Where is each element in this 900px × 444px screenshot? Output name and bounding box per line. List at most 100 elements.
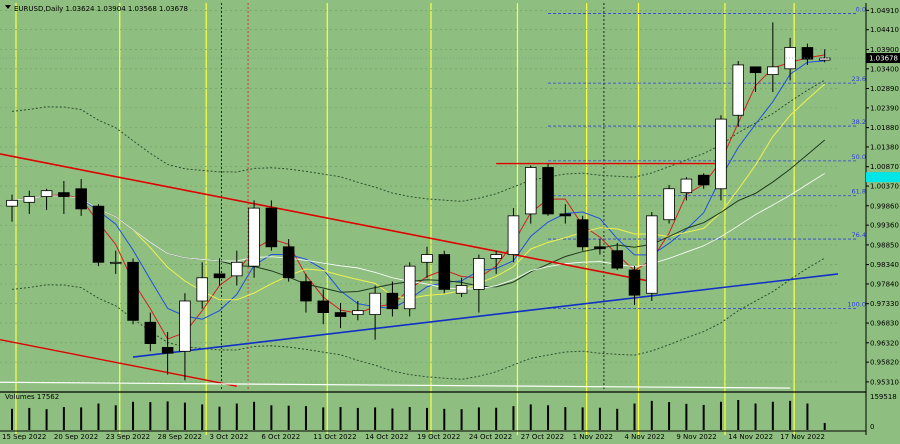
candle-body [697,174,710,186]
candle-body [559,213,572,217]
candle-body [75,188,87,210]
price-tick-label: 1.00370 [870,183,899,191]
price-tick-label: 0.98850 [870,241,899,249]
fib-level-label: 50.0 [852,153,866,161]
descending-channel-line [0,339,237,387]
date-tick-label: 11 Oct 2022 [313,433,356,440]
price-tick-label: 0.98340 [870,261,899,269]
candle-body [369,292,381,315]
date-tick-label: 23 Sep 2022 [106,433,150,440]
date-tick-label: 17 Nov 2022 [780,433,825,440]
price-tick-label: 0.95820 [870,359,899,367]
date-tick-label: 27 Oct 2022 [521,433,564,440]
candle-body [23,196,36,203]
bid-ask-marker [866,172,900,183]
candle-body [179,300,191,352]
candle-body [196,277,208,302]
fib-level-label: 76.4 [852,231,866,239]
candle-body [282,246,295,279]
candle-body [628,269,641,296]
candle-body [6,199,18,207]
price-axis: 1.04910 1.04410 1.03900 1.03400 1.02890 1.023… [0,3,900,435]
candle-body [231,261,243,277]
candle-body [92,205,105,263]
candle-body [352,310,364,315]
date-tick-label: 24 Oct 2022 [469,433,512,440]
price-tick-label: 1.03900 [870,46,899,54]
candle-body [818,57,831,61]
date-tick-label: 15 Sep 2022 [2,433,46,440]
date-tick-label: 6 Oct 2022 [261,433,300,440]
current-price-label: 1.03678 [869,55,898,63]
candle-body [109,261,122,264]
price-tick-label: 1.02890 [870,85,899,93]
candle-body [58,192,70,197]
candle-body [317,300,330,313]
price-tick-label: 1.03400 [870,65,899,73]
ascending-trendline [132,273,839,358]
ma-8-line [11,83,826,301]
current-price-box [866,53,900,64]
price-tick-label: 0.96830 [870,320,899,328]
date-axis: 15 Sep 2022 20 Sep 2022 23 Sep 2022 28 Sep … [0,430,866,441]
candle-body [334,312,347,317]
fib-level-label: 38.2 [852,118,866,126]
volume-scale-min: 0 [870,423,874,431]
baseline-line [0,381,791,389]
price-tick-label: 1.02390 [870,104,899,112]
candle-body [611,250,623,269]
candle-body [403,265,416,310]
symbol-info: EURUSD,Daily 1.03624 1.03904 1.03568 1.0… [14,5,188,13]
price-tick-label: 1.04910 [870,7,899,15]
candle-body [213,273,226,279]
candle-body [749,66,762,74]
fib-level-label: 61.8 [852,188,866,196]
candle-body [40,190,53,197]
candle-body [646,215,658,294]
candles [6,22,831,381]
ma-5-line [11,60,825,320]
price-tick-label: 0.97840 [870,280,899,288]
candle-body [732,64,745,116]
fib-level-label: 0.0 [856,5,866,13]
candle-body [801,47,814,60]
candle-body [127,261,139,321]
price-tick-label: 1.01880 [870,124,899,132]
bollinger-upper [11,79,825,202]
volume-label: Volumes 17562 [5,393,59,401]
volume-bars: 159518 0 [0,391,897,431]
dropdown-triangle-icon[interactable] [5,5,11,9]
candle-body [680,178,693,194]
price-tick-label: 1.04410 [870,26,899,34]
price-tick-label: 0.96320 [870,339,899,347]
candle-body [438,254,451,290]
date-tick-label: 28 Sep 2022 [158,433,202,440]
date-tick-label: 4 Nov 2022 [625,433,665,440]
date-tick-label: 9 Nov 2022 [676,433,716,440]
price-tick-label: 0.97330 [870,300,899,308]
price-tick-label: 1.01380 [870,143,899,151]
date-tick-label: 19 Oct 2022 [417,433,460,440]
date-tick-label: 20 Sep 2022 [54,433,98,440]
candle-body [767,66,779,75]
price-tick-label: 0.95310 [870,378,899,386]
ma-21-line [11,173,825,290]
date-tick-label: 14 Oct 2022 [365,433,408,440]
volume-scale-max: 159518 [870,393,897,401]
candle-body [576,219,589,248]
price-tick-label: 1.00870 [870,163,899,171]
candle-body [507,215,520,255]
trend-lines [0,153,839,389]
candle-body [490,254,502,259]
price-tick-label: 0.99360 [870,222,899,230]
price-tick-label: 0.99860 [870,202,899,210]
candle-body [455,285,468,294]
candle-body [473,258,485,290]
candle-body [542,167,554,215]
candle-body [300,281,312,302]
candle-body [161,347,174,354]
date-tick-label: 3 Oct 2022 [210,433,249,440]
